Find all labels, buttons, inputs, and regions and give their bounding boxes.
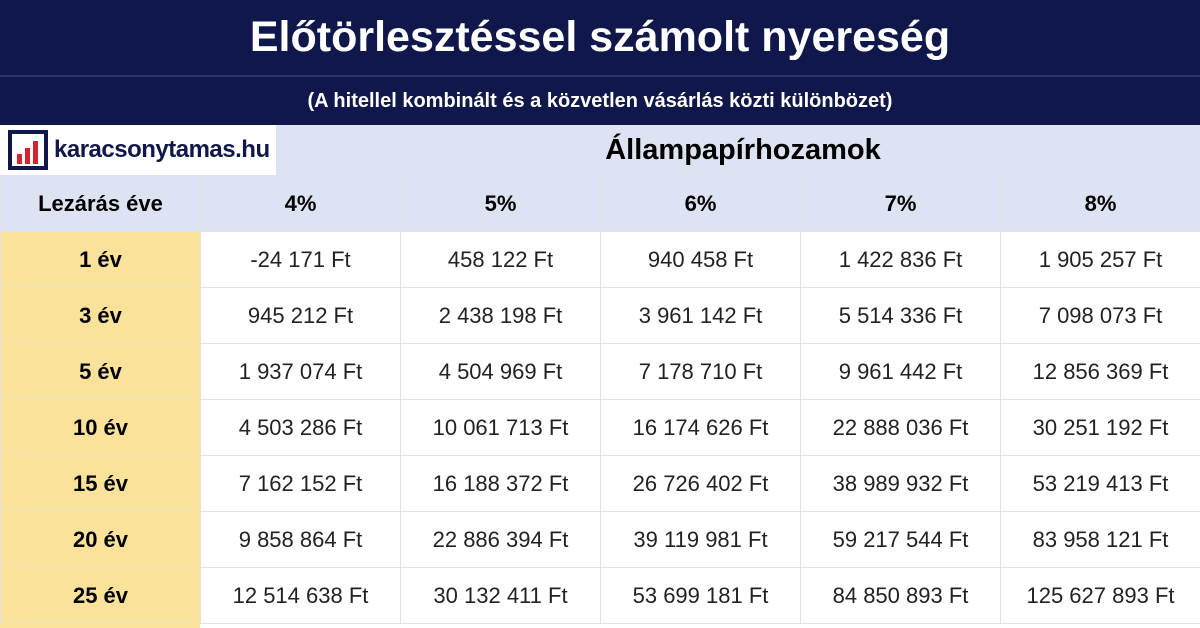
table-cell: 83 958 121 Ft (1000, 511, 1200, 568)
table-row: 3 év 945 212 Ft 2 438 198 Ft 3 961 142 Ft 5 … (0, 287, 1200, 344)
table-header-row: Lezárás éve 4% 5% 6% 7% 8% (0, 175, 1200, 232)
column-header-1: 4% (200, 175, 401, 232)
table-cell: 39 119 981 Ft (600, 511, 801, 568)
table-cell: 7 162 152 Ft (200, 455, 401, 512)
table-cell: 940 458 Ft (600, 231, 801, 288)
table-cell: 12 514 638 Ft (200, 567, 401, 624)
table-cell: 22 886 394 Ft (400, 511, 601, 568)
table-row: 1 év -24 171 Ft 458 122 Ft 940 458 Ft 1 422 … (0, 231, 1200, 288)
table-row: 20 év 9 858 864 Ft 22 886 394 Ft 39 119 981… (0, 511, 1200, 568)
table-cell: 458 122 Ft (400, 231, 601, 288)
row-label: 10 év (0, 399, 201, 456)
table-cell: 125 627 893 Ft (1000, 567, 1200, 624)
column-header-3: 6% (600, 175, 801, 232)
logo-text: karacsonytamas.hu (54, 136, 270, 163)
table-cell: 59 217 544 Ft (800, 511, 1001, 568)
row-label: 5 év (0, 343, 201, 400)
row-label: 1 év (0, 231, 201, 288)
table-cell: 16 188 372 Ft (400, 455, 601, 512)
table-cell: 7 098 073 Ft (1000, 287, 1200, 344)
page-subtitle: (A hitellel kombinált és a közvetlen vás… (0, 77, 1200, 125)
table-cell: 22 888 036 Ft (800, 399, 1001, 456)
table-cell: 945 212 Ft (200, 287, 401, 344)
table-cell: 30 251 192 Ft (1000, 399, 1200, 456)
table-cell: 4 503 286 Ft (200, 399, 401, 456)
table-row: 5 év 1 937 074 Ft 4 504 969 Ft 7 178 710 Ft… (0, 343, 1200, 400)
table-cell: 1 905 257 Ft (1000, 231, 1200, 288)
table-cell: 38 989 932 Ft (800, 455, 1001, 512)
row-label: 25 év (0, 567, 201, 624)
table-cell: 53 699 181 Ft (600, 567, 801, 624)
table-cell: 7 178 710 Ft (600, 343, 801, 400)
column-header-5: 8% (1000, 175, 1200, 232)
brand-logo[interactable]: karacsonytamas.hu (0, 125, 276, 175)
table-body: 1 év -24 171 Ft 458 122 Ft 940 458 Ft 1 422 … (0, 231, 1200, 624)
table-cell: 10 061 713 Ft (400, 399, 601, 456)
table-cell: 1 937 074 Ft (200, 343, 401, 400)
table-cell: 30 132 411 Ft (400, 567, 601, 624)
table-row: 15 év 7 162 152 Ft 16 188 372 Ft 26 726 402… (0, 455, 1200, 512)
table-cell: 16 174 626 Ft (600, 399, 801, 456)
table-cell: -24 171 Ft (200, 231, 401, 288)
table-cell: 5 514 336 Ft (800, 287, 1001, 344)
table-cell: 53 219 413 Ft (1000, 455, 1200, 512)
table-cell: 26 726 402 Ft (600, 455, 801, 512)
page-title: Előtörlesztéssel számolt nyereség (0, 0, 1200, 77)
table-cell: 84 850 893 Ft (800, 567, 1001, 624)
column-group-header: Állampapírhozamok (276, 125, 1200, 175)
row-label: 3 év (0, 287, 201, 344)
table-cell: 9 858 864 Ft (200, 511, 401, 568)
table-cell: 4 504 969 Ft (400, 343, 601, 400)
yield-table: Lezárás éve 4% 5% 6% 7% 8% 1 év -24 171 Ft 458… (0, 175, 1200, 624)
table-row: 25 év 12 514 638 Ft 30 132 411 Ft 53 699 18… (0, 567, 1200, 624)
row-label: 15 év (0, 455, 201, 512)
table-cell: 2 438 198 Ft (400, 287, 601, 344)
table-cell: 12 856 369 Ft (1000, 343, 1200, 400)
column-header-4: 7% (800, 175, 1001, 232)
table-row: 10 év 4 503 286 Ft 10 061 713 Ft 16 174 626… (0, 399, 1200, 456)
bar-chart-logo-icon (8, 130, 48, 170)
column-header-2: 5% (400, 175, 601, 232)
table-cell: 1 422 836 Ft (800, 231, 1001, 288)
row-header-label: Lezárás éve (0, 175, 201, 232)
row-label: 20 év (0, 511, 201, 568)
table-cell: 3 961 142 Ft (600, 287, 801, 344)
table-cell: 9 961 442 Ft (800, 343, 1001, 400)
